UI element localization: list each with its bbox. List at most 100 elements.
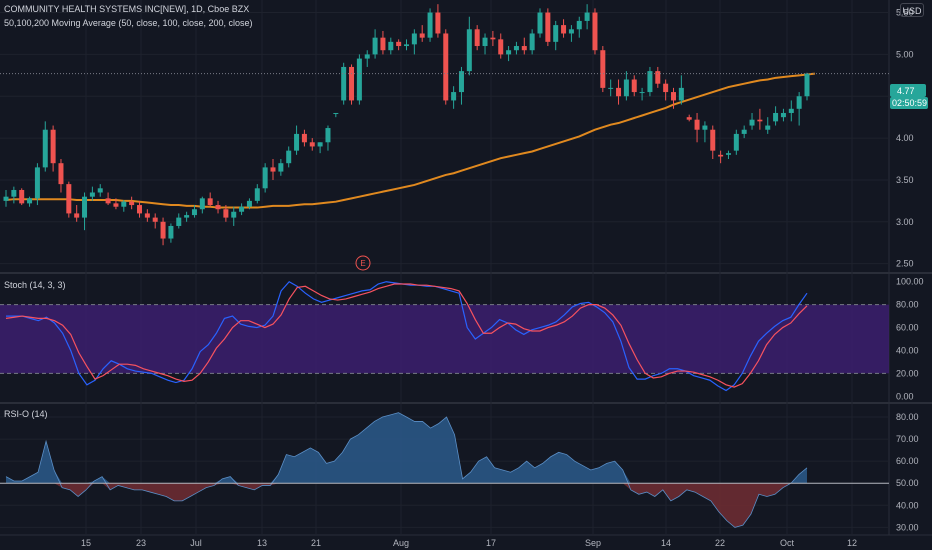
rsi-oscillator-layer — [0, 412, 889, 528]
time-axis-label: 15 — [81, 538, 91, 548]
candle-body — [66, 184, 72, 214]
last-price-tag-bg — [890, 84, 926, 97]
time-axis-label: 17 — [486, 538, 496, 548]
time-axis-label: 13 — [257, 538, 267, 548]
countdown-value: 02:50:59 — [892, 98, 927, 108]
candle-body — [466, 29, 472, 72]
candle-body — [176, 217, 182, 226]
time-axis-label: Jul — [190, 538, 202, 548]
time-axis-label: 23 — [136, 538, 146, 548]
candle-body — [207, 198, 213, 206]
candle-body — [733, 133, 739, 151]
candle-body — [105, 198, 111, 204]
candle-body — [561, 25, 567, 34]
candle-body — [388, 41, 394, 51]
stoch-axis-label: 60.00 — [896, 323, 919, 333]
candle-body — [686, 117, 692, 120]
candle-body — [788, 108, 794, 113]
candle-body — [301, 133, 307, 143]
candle-body — [725, 153, 731, 155]
candle-body — [34, 167, 40, 199]
candle-body — [576, 20, 582, 30]
candle-body — [639, 92, 645, 94]
candle-body — [215, 205, 221, 210]
candle-body — [584, 12, 590, 21]
time-axis-label: 21 — [311, 538, 321, 548]
time-axis-label: Oct — [780, 538, 795, 548]
time-axis-label: 14 — [661, 538, 671, 548]
candle-body — [419, 33, 425, 38]
candle-body — [129, 201, 135, 206]
candle-body — [3, 196, 9, 201]
candle-body — [513, 46, 519, 51]
candle-body — [50, 129, 56, 164]
candle-body — [42, 129, 48, 168]
candle-body — [718, 154, 724, 157]
candle-body — [121, 201, 127, 207]
candle-body — [741, 129, 747, 134]
rsi-axis-label: 60.00 — [896, 456, 919, 466]
stoch-axis-label: 80.00 — [896, 300, 919, 310]
candle-body — [58, 163, 64, 185]
currency-button[interactable]: USD — [900, 3, 924, 17]
price-axis-label: 2.50 — [896, 259, 914, 269]
candle-body — [702, 125, 708, 130]
rsi-axis-label: 50.00 — [896, 478, 919, 488]
candle-body — [451, 92, 457, 101]
grid-lines — [0, 0, 932, 536]
stoch-axis-label: 20.00 — [896, 368, 919, 378]
countdown-tag-bg — [890, 97, 928, 109]
candle-body — [341, 66, 347, 101]
price-axis-label: 3.00 — [896, 217, 914, 227]
earnings-marker[interactable]: E — [355, 255, 371, 271]
rsi-area-negative — [6, 483, 807, 528]
candle-body — [671, 92, 676, 101]
candle-body — [600, 50, 606, 88]
earnings-marker-circle[interactable] — [355, 255, 371, 271]
price-axis-label: 3.50 — [896, 175, 914, 185]
candle-body — [545, 12, 551, 42]
candle-body — [278, 163, 284, 172]
candle-body — [663, 83, 669, 93]
candle-body — [137, 205, 142, 214]
candle-body — [568, 29, 574, 34]
candle-body — [623, 79, 629, 97]
candle-body — [294, 133, 300, 151]
rsi-axis-label: 30.00 — [896, 522, 919, 532]
candle-body — [427, 12, 433, 38]
stoch-axis-label: 100.00 — [896, 277, 924, 287]
candle-body — [364, 54, 370, 59]
candle-body — [325, 128, 331, 143]
earnings-marker-label: E — [360, 259, 365, 268]
candle-body — [608, 87, 614, 89]
stoch-band — [0, 304, 889, 374]
rsi-title[interactable]: RSI-O (14) — [4, 409, 48, 419]
candle-body — [89, 192, 95, 197]
candle-body — [521, 46, 527, 51]
last-price-tag: 4.77 02:50:59 — [890, 84, 928, 109]
candle-body — [678, 87, 684, 101]
candle-body — [647, 71, 653, 93]
candle-body — [655, 71, 661, 84]
stoch-axis-label: 0.00 — [896, 391, 914, 401]
axis-labels: 1523Jul1321Aug17Sep1422Oct125.505.004.50… — [81, 8, 924, 548]
last-price-value: 4.77 — [897, 86, 915, 96]
rsi-area-positive — [6, 412, 807, 484]
candle-body — [356, 58, 362, 101]
moving-average-layer — [5, 72, 815, 209]
symbol-title[interactable]: COMMUNITY HEALTH SYSTEMS INC[NEW], 1D, C… — [4, 4, 249, 14]
time-axis-label: Sep — [585, 538, 601, 548]
candle-body — [317, 142, 323, 147]
candlestick-layer — [3, 4, 810, 246]
candle-body — [435, 12, 441, 34]
stochastic-layer — [0, 280, 889, 392]
stoch-axis-label: 40.00 — [896, 345, 919, 355]
stoch-title[interactable]: Stoch (14, 3, 3) — [4, 280, 66, 290]
candle-body — [144, 213, 150, 218]
indicator-legend[interactable]: 50,100,200 Moving Average (50, close, 10… — [4, 18, 253, 28]
candle-body — [262, 167, 268, 189]
rsi-axis-label: 70.00 — [896, 434, 919, 444]
candle-body — [82, 196, 88, 218]
